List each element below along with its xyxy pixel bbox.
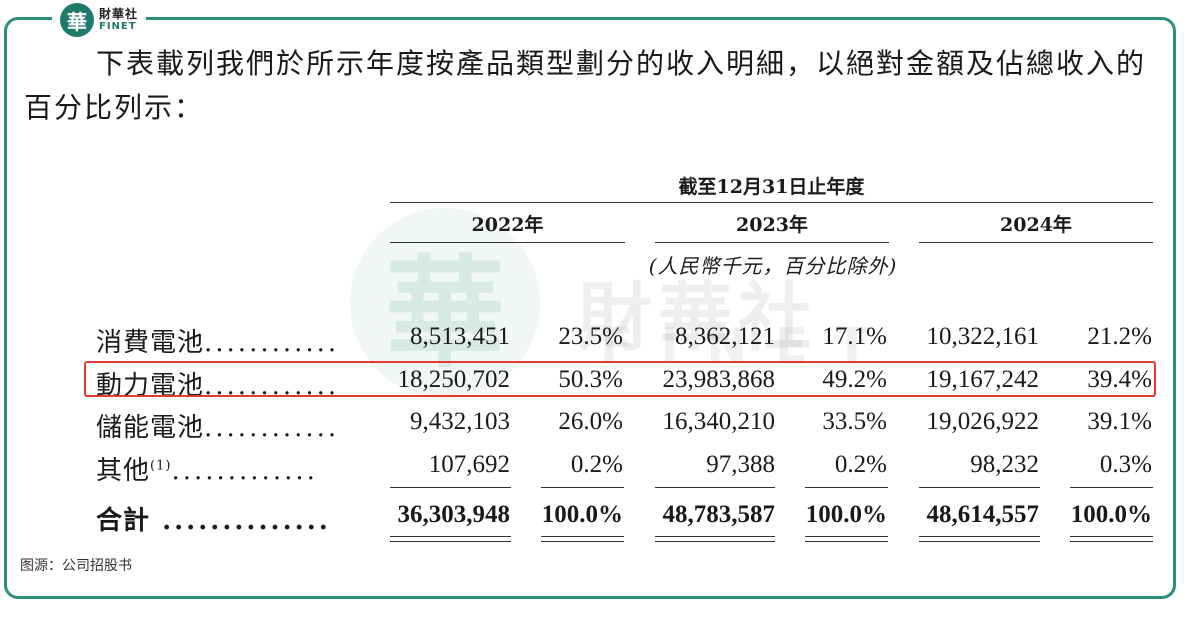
- watermark-badge: 華: [350, 208, 540, 398]
- total-rule: [805, 541, 888, 542]
- percent-cell: 0.3%: [1099, 451, 1152, 478]
- percent-cell: 100.0%: [541, 501, 623, 528]
- year-2022: 2022年: [471, 214, 544, 236]
- total-rule: [919, 536, 1040, 537]
- amount-cell: 18,250,702: [397, 366, 511, 393]
- total-rule: [655, 541, 775, 542]
- percent-cell: 100.0%: [805, 501, 887, 528]
- total-rule: [390, 541, 511, 542]
- intro-text: 下表載列我們於所示年度按產品類型劃分的收入明細，以絕對金額及佔總收入的百分比列示…: [24, 47, 1147, 124]
- percent-cell: 17.1%: [822, 323, 887, 350]
- total-rule: [805, 487, 888, 488]
- amount-cell: 48,783,587: [662, 501, 776, 528]
- amount-cell: 98,232: [970, 451, 1039, 478]
- year-2024: 2024年: [1000, 214, 1072, 236]
- source-note: 图源：公司招股书: [20, 558, 132, 574]
- row-label-text: 消費電池: [96, 328, 205, 358]
- total-rule: [541, 487, 624, 488]
- percent-cell: 100.0%: [1070, 501, 1152, 528]
- row-label-text: 合計: [96, 506, 151, 536]
- brand-badge: 華: [60, 3, 94, 37]
- total-rule: [805, 536, 888, 537]
- amount-cell: 9,432,103: [410, 408, 510, 435]
- row-storage-battery-label: 儲能電池............: [96, 407, 339, 444]
- amount-cell: 36,303,948: [397, 501, 511, 528]
- amount-cell: 97,388: [706, 451, 775, 478]
- amount-cell: 16,340,210: [662, 408, 776, 435]
- row-label-text: 其他: [96, 456, 151, 486]
- watermark-cn: 財華社: [578, 275, 818, 361]
- year-2023: 2023年: [736, 214, 808, 236]
- percent-cell: 23.5%: [558, 323, 623, 350]
- row-other-label: 其他(1).............: [96, 450, 318, 487]
- percent-cell: 50.3%: [558, 366, 623, 393]
- brand-logo: 華 財華社 FINET: [52, 2, 147, 38]
- percent-cell: 0.2%: [570, 451, 623, 478]
- intro-paragraph: 下表載列我們於所示年度按產品類型劃分的收入明細，以絕對金額及佔總收入的百分比列示…: [24, 42, 1164, 130]
- total-rule: [390, 536, 511, 537]
- brand-name-en: FINET: [99, 21, 137, 32]
- watermark-en: FINET: [600, 318, 897, 374]
- percent-cell: 21.2%: [1087, 323, 1152, 350]
- amount-cell: 48,614,557: [926, 501, 1040, 528]
- amount-cell: 8,513,451: [410, 323, 510, 350]
- amount-cell: 19,026,922: [926, 408, 1040, 435]
- period-header: 截至12月31日止年度: [678, 176, 865, 198]
- percent-cell: 39.1%: [1087, 408, 1152, 435]
- leader-dots: ............: [204, 328, 340, 358]
- leader-dots: ..............: [150, 506, 331, 536]
- row-total-label: 合計 ..............: [96, 500, 331, 537]
- year-rule: [655, 242, 889, 243]
- footnote-marker: (1): [150, 458, 172, 474]
- amount-cell: 8,362,121: [675, 323, 775, 350]
- total-rule: [919, 487, 1040, 488]
- total-rule: [541, 541, 624, 542]
- row-label-text: 儲能電池: [96, 413, 205, 443]
- percent-cell: 26.0%: [558, 408, 623, 435]
- brand-text: 財華社 FINET: [99, 8, 138, 32]
- total-rule: [1070, 487, 1153, 488]
- highlight-box: [84, 361, 1156, 397]
- total-rule: [390, 487, 511, 488]
- percent-cell: 33.5%: [822, 408, 887, 435]
- leader-dots: ............: [204, 413, 340, 443]
- amount-cell: 10,322,161: [926, 323, 1040, 350]
- amount-cell: 19,167,242: [926, 366, 1040, 393]
- year-rule: [390, 242, 625, 243]
- total-rule: [655, 536, 775, 537]
- year-rule: [919, 242, 1153, 243]
- content-frame: [4, 17, 1176, 599]
- brand-name-cn: 財華社: [99, 7, 139, 21]
- percent-cell: 49.2%: [822, 366, 887, 393]
- amount-cell: 107,692: [428, 451, 510, 478]
- leader-dots: .............: [171, 456, 318, 486]
- percent-cell: 0.2%: [834, 451, 887, 478]
- total-rule: [1070, 536, 1153, 537]
- amount-cell: 23,983,868: [662, 366, 776, 393]
- total-rule: [1070, 541, 1153, 542]
- total-rule: [541, 536, 624, 537]
- total-rule: [655, 487, 775, 488]
- period-rule: [390, 202, 1153, 203]
- percent-cell: 39.4%: [1087, 366, 1152, 393]
- row-consumer-battery-label: 消費電池............: [96, 322, 339, 359]
- unit-note: (人民幣千元，百分比除外): [648, 254, 898, 278]
- total-rule: [919, 541, 1040, 542]
